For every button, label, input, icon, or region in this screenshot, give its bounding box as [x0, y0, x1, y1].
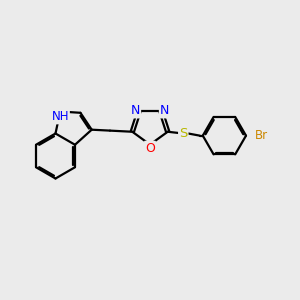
Text: Br: Br [255, 129, 268, 142]
Text: S: S [179, 127, 188, 140]
Text: NH: NH [51, 110, 69, 123]
Text: O: O [145, 142, 155, 155]
Text: N: N [160, 104, 169, 118]
Text: N: N [131, 104, 140, 118]
